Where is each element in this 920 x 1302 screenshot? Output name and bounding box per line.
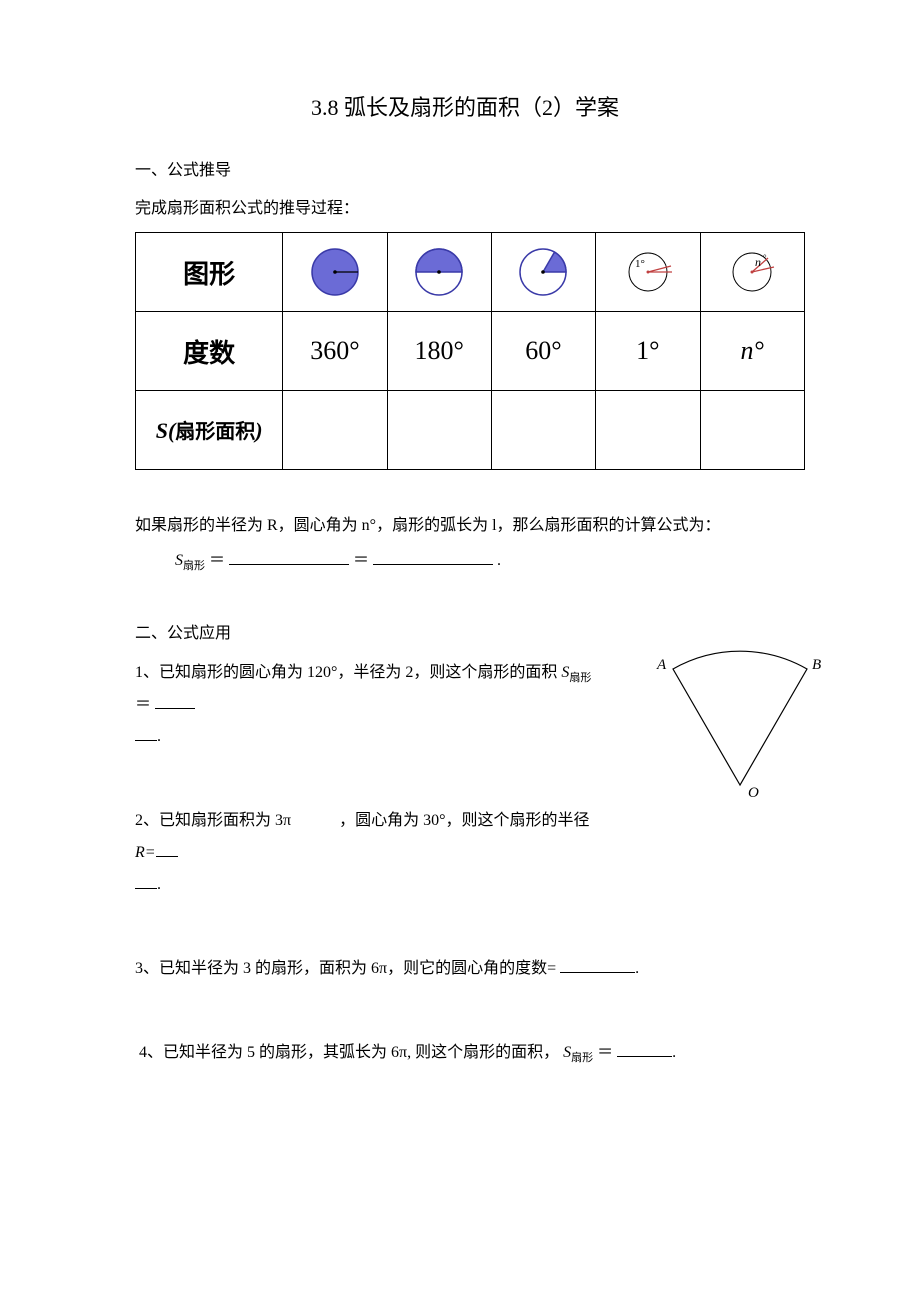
svg-text:O: O <box>748 785 759 801</box>
formula-blank-2 <box>373 548 493 565</box>
area-cell-360 <box>283 391 387 470</box>
row-label-shape: 图形 <box>136 233 283 312</box>
answer-blank-3 <box>560 956 635 973</box>
answer-blank-4 <box>617 1040 672 1057</box>
shape-cell-n: n ° <box>700 233 804 312</box>
shape-cell-360 <box>283 233 387 312</box>
answer-blank-1 <box>155 692 195 709</box>
svg-text:B: B <box>812 657 821 673</box>
problem-3: 3、已知半径为 3 的扇形，面积为 6π，则它的圆心角的度数= . <box>135 953 795 985</box>
table-row-degrees: 度数 360° 180° 60° 1° n° <box>136 312 805 391</box>
sector-1-icon: 1° <box>613 249 683 295</box>
area-cell-60 <box>491 391 595 470</box>
semicircle-icon <box>411 244 467 300</box>
shape-cell-60 <box>491 233 595 312</box>
section1-heading: 一、公式推导 <box>135 156 795 180</box>
svg-text:n: n <box>755 255 761 269</box>
section1-subtext: 完成扇形面积公式的推导过程： <box>135 194 795 218</box>
sector-diagram: A B O <box>655 645 825 805</box>
row-label-degree: 度数 <box>136 312 283 391</box>
degree-cell-360: 360° <box>283 312 387 391</box>
sector-n-icon: n ° <box>717 249 787 295</box>
area-cell-180 <box>387 391 491 470</box>
area-cell-n <box>700 391 804 470</box>
row-label-area: S(扇形面积) <box>136 391 283 470</box>
page-title: 3.8 弧长及扇形的面积（2）学案 <box>135 90 795 122</box>
formula-intro-line: 如果扇形的半径为 R，圆心角为 n°，扇形的弧长为 l，那么扇形面积的计算公式为… <box>135 508 795 579</box>
circle-full-icon <box>307 244 363 300</box>
degree-cell-180: 180° <box>387 312 491 391</box>
answer-blank-2a <box>156 840 178 857</box>
shape-cell-1: 1° <box>596 233 700 312</box>
formula-blank-1 <box>229 548 349 565</box>
problem-4: 4、已知半径为 5 的扇形，其弧长为 6π, 则这个扇形的面积， S扇形 ＝ . <box>135 1037 795 1069</box>
problem-2: 2、已知扇形面积为 3π ，圆心角为 30°，则这个扇形的半径 R= . <box>135 805 795 901</box>
sector-60-icon <box>515 244 571 300</box>
area-cell-1 <box>596 391 700 470</box>
answer-blank-2b <box>135 872 157 889</box>
degree-cell-n: n° <box>700 312 804 391</box>
answer-blank-1b <box>135 724 157 741</box>
degree-cell-1: 1° <box>596 312 700 391</box>
formula-expression: S扇形 ＝ ＝ . <box>135 552 501 569</box>
formula-intro-text: 如果扇形的半径为 R，圆心角为 n°，扇形的弧长为 l，那么扇形面积的计算公式为… <box>135 517 721 534</box>
section2-heading: 二、公式应用 <box>135 619 795 643</box>
table-row-area: S(扇形面积) <box>136 391 805 470</box>
svg-text:1°: 1° <box>635 258 645 270</box>
derivation-table: 图形 <box>135 232 805 470</box>
table-row-shapes: 图形 <box>136 233 805 312</box>
degree-cell-60: 60° <box>491 312 595 391</box>
svg-text:°: ° <box>763 253 767 263</box>
svg-text:A: A <box>656 657 667 673</box>
shape-cell-180 <box>387 233 491 312</box>
